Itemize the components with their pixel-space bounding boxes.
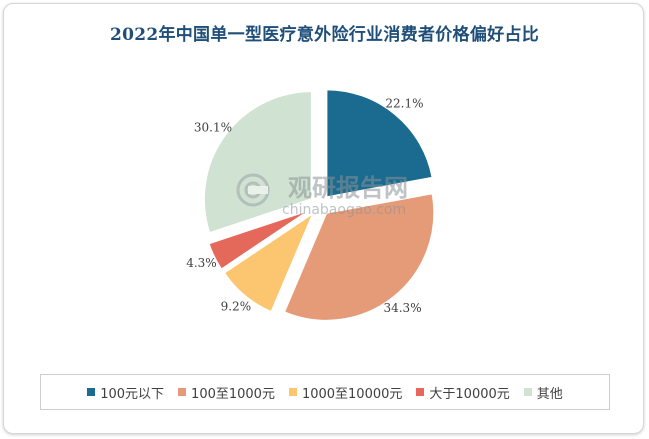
data-label: 34.3% <box>383 301 421 315</box>
legend-label: 其他 <box>536 386 563 402</box>
pie-slice <box>282 192 436 322</box>
legend-label: 1000至10000元 <box>301 386 403 402</box>
data-label: 30.1% <box>194 121 232 135</box>
pie-slice <box>202 90 313 235</box>
data-label: 4.3% <box>186 256 217 270</box>
watermark-name: 观研报告网 <box>288 174 408 202</box>
legend-label: 100至1000元 <box>191 386 275 402</box>
legend-item: 大于10000元 <box>416 383 510 402</box>
watermark-url: chinabaogao.com <box>282 202 406 218</box>
legend-swatch <box>178 388 187 396</box>
chart-legend: 100元以下 100至1000元 1000至10000元 大于10000元 其他 <box>40 374 610 410</box>
watermark: 观研报告网 chinabaogao.com <box>236 173 408 218</box>
legend-label: 100元以下 <box>100 386 165 402</box>
legend-swatch <box>523 388 532 396</box>
chart-title: 2022年中国单一型医疗意外险行业消费者价格偏好占比 <box>109 25 540 45</box>
pie-slice <box>207 208 312 271</box>
legend-swatch <box>288 388 297 396</box>
pie-slice <box>325 88 434 199</box>
legend-swatch <box>87 388 96 396</box>
pie-slice <box>222 210 316 314</box>
watermark-logo-icon <box>236 173 270 207</box>
legend-item: 100至1000元 <box>178 383 275 402</box>
legend-item: 其他 <box>523 383 563 402</box>
legend-swatch <box>416 388 425 396</box>
data-label: 22.1% <box>385 97 423 111</box>
legend-label: 大于10000元 <box>429 386 510 402</box>
data-label: 9.2% <box>221 300 252 314</box>
legend-item: 1000至10000元 <box>288 383 403 402</box>
legend-item: 100元以下 <box>87 383 164 402</box>
